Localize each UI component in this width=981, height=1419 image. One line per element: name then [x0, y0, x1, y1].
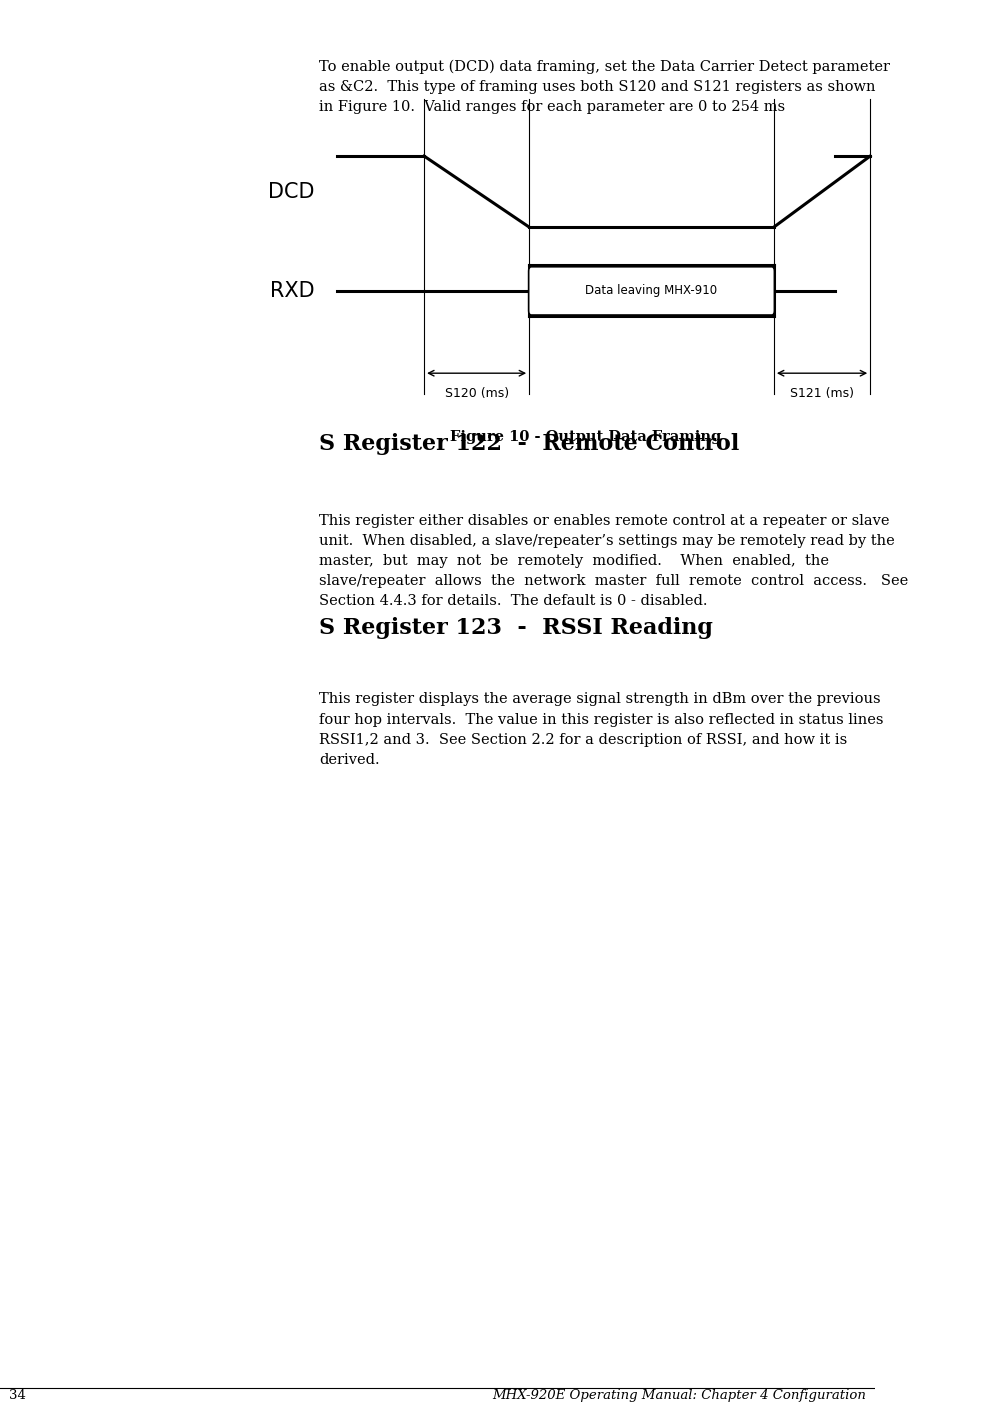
FancyBboxPatch shape [529, 267, 774, 315]
Text: RXD: RXD [270, 281, 315, 301]
Text: S Register 122  -  Remote Control: S Register 122 - Remote Control [319, 433, 740, 455]
Text: 34: 34 [9, 1389, 26, 1402]
Text: Figure 10 - Output Data Framing: Figure 10 - Output Data Framing [450, 430, 722, 444]
Text: This register either disables or enables remote control at a repeater or slave
u: This register either disables or enables… [319, 514, 908, 607]
Text: S121 (ms): S121 (ms) [790, 387, 854, 400]
Text: S120 (ms): S120 (ms) [444, 387, 509, 400]
Text: To enable output (DCD) data framing, set the Data Carrier Detect parameter
as &C: To enable output (DCD) data framing, set… [319, 60, 890, 114]
Text: This register displays the average signal strength in dBm over the previous
four: This register displays the average signa… [319, 692, 884, 766]
Text: Data leaving MHX-910: Data leaving MHX-910 [586, 284, 717, 298]
Text: DCD: DCD [269, 182, 315, 201]
Text: MHX-920E Operating Manual: Chapter 4 Configuration: MHX-920E Operating Manual: Chapter 4 Con… [491, 1389, 866, 1402]
Text: S Register 123  -  RSSI Reading: S Register 123 - RSSI Reading [319, 617, 713, 640]
